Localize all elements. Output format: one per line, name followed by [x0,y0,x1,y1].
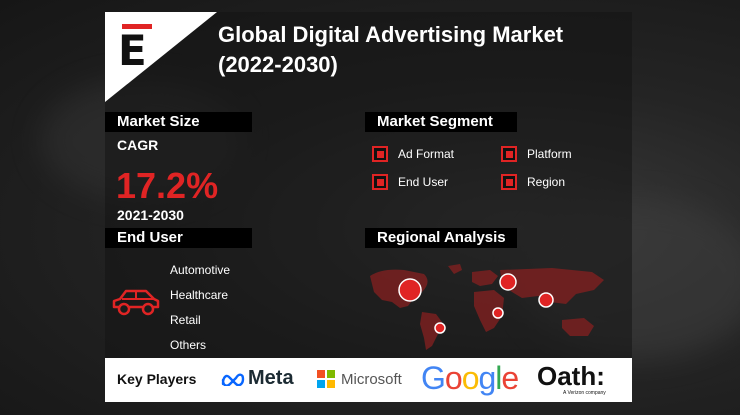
end-user-item: Retail [170,313,201,327]
cagr-period: 2021-2030 [117,207,184,223]
microsoft-wordmark: Microsoft [341,370,402,388]
segment-label: Region [527,175,566,189]
oath-tagline: A Verizon company [563,390,606,396]
key-players-bar: Key Players Meta Microsoft Google Oath: … [105,358,632,402]
segment-item: Region [501,174,565,190]
microsoft-logo: Microsoft [317,370,402,388]
market-size-heading: Market Size [105,112,252,132]
segment-label: Ad Format [398,147,455,161]
segment-label: Platform [527,147,572,161]
bullet-icon [372,146,388,162]
market-segment-heading: Market Segment [365,112,517,132]
cagr-label: CAGR [117,137,159,153]
bullet-icon [372,174,388,190]
cagr-value: 17.2% [116,165,219,206]
segment-item: End User [372,174,448,190]
logo-accent-bar [122,24,152,29]
segment-item: Ad Format [372,146,454,162]
segment-label: End User [398,175,449,189]
logo-letter: E [118,26,147,75]
key-players-label: Key Players [117,371,197,387]
car-icon [112,289,160,316]
google-logo: Google [421,360,519,396]
world-map [370,264,604,350]
meta-wordmark: Meta [248,367,294,389]
end-user-item: Others [170,338,207,352]
end-user-heading: End User [105,228,252,248]
meta-logo: Meta [221,367,294,390]
bullet-icon [501,174,517,190]
segment-item: Platform [501,146,572,162]
end-user-item: Automotive [170,263,231,277]
microsoft-squares-icon [317,370,335,388]
meta-infinity-icon [221,373,245,386]
regional-analysis-heading: Regional Analysis [365,228,517,248]
oath-logo: Oath: [537,361,605,391]
end-user-item: Healthcare [170,288,229,302]
page-title: Global Digital Advertising Market (2022-… [218,22,564,77]
bullet-icon [501,146,517,162]
